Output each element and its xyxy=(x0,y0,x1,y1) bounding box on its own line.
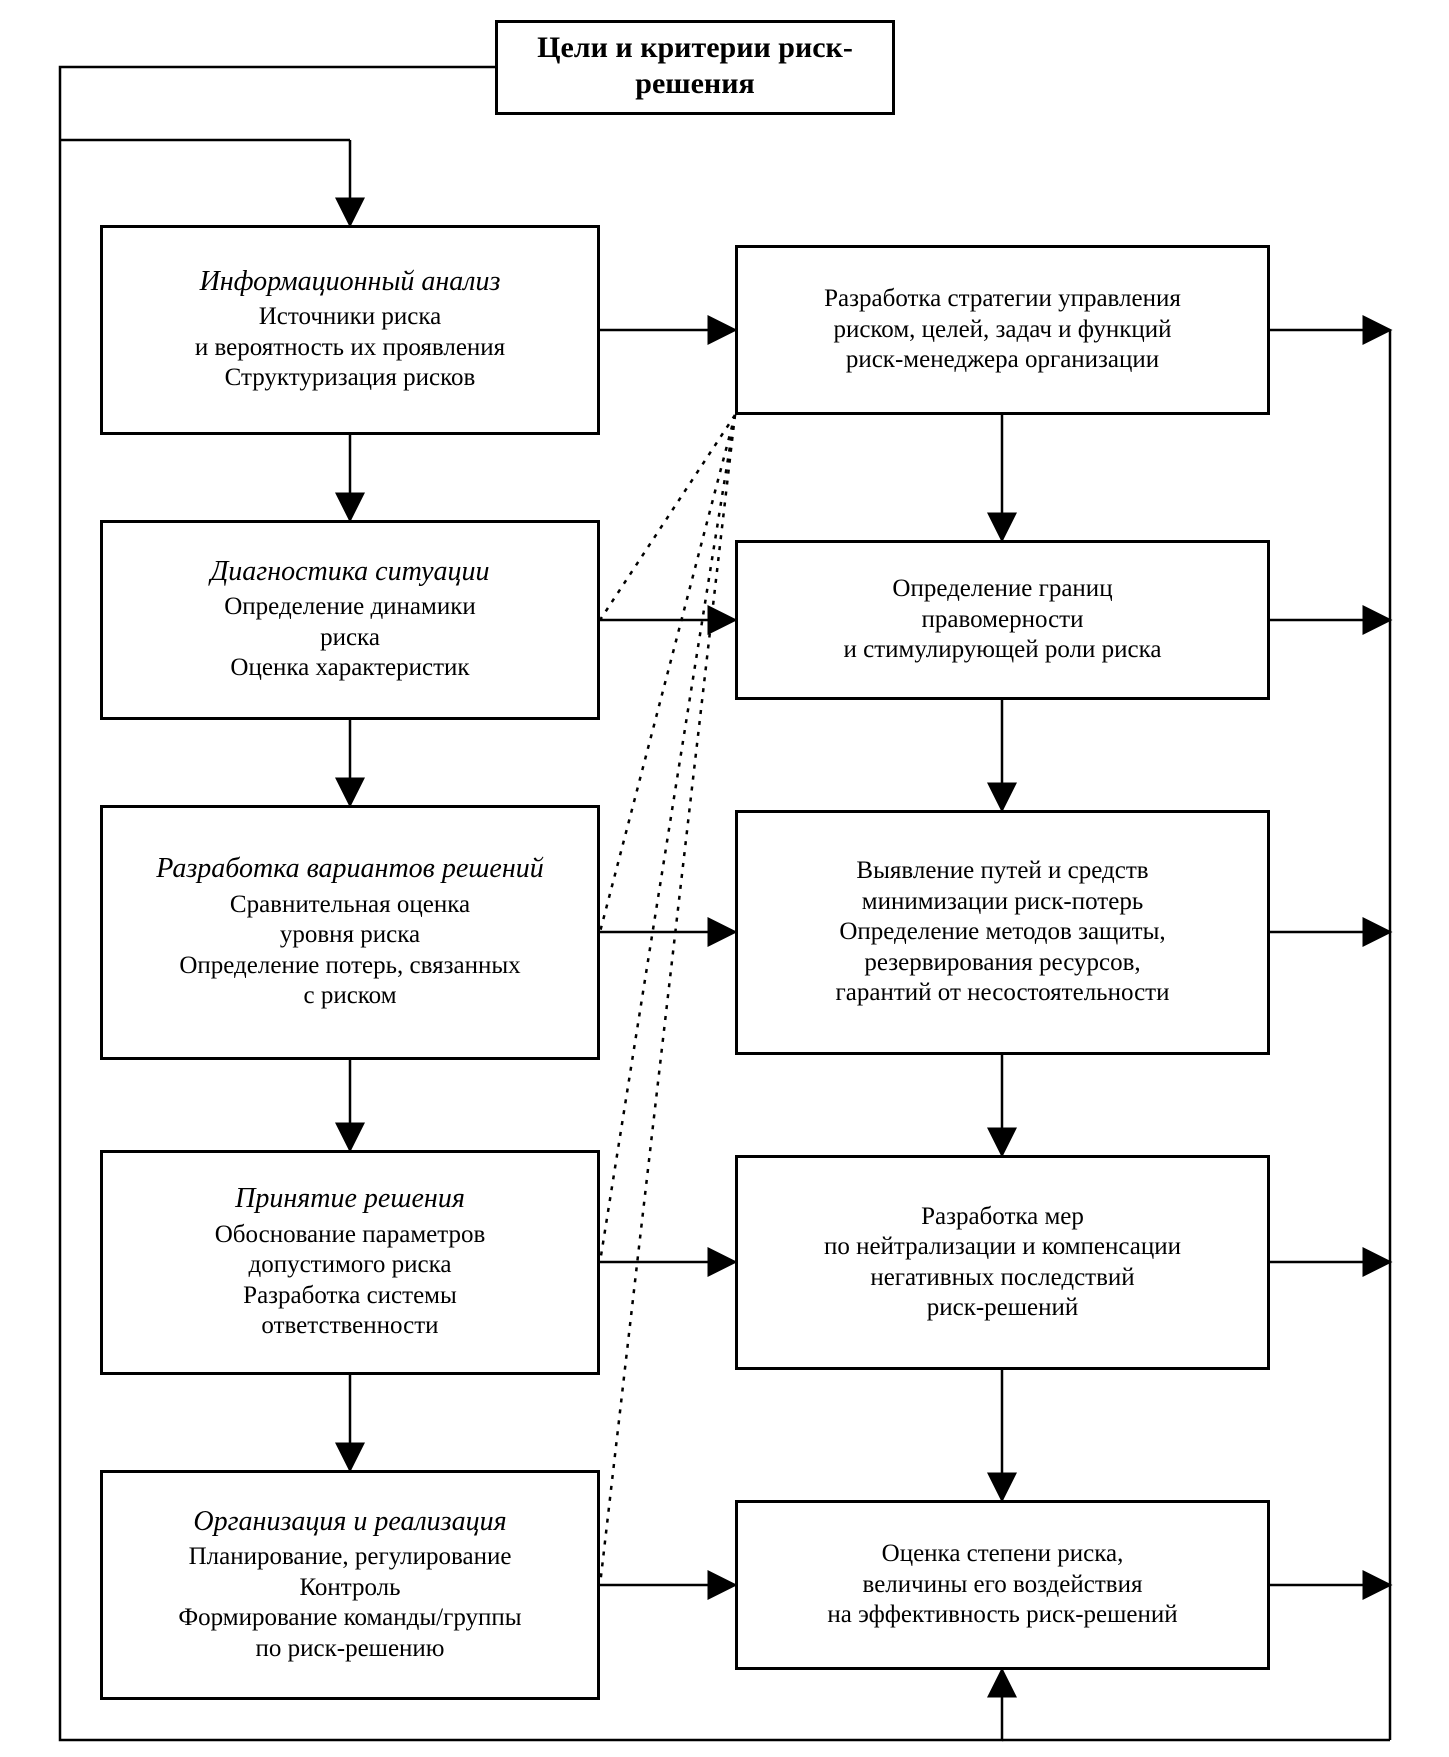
node-body: Определение динамики риска Оценка характ… xyxy=(224,592,476,684)
node-L5: Организация и реализация Планирование, ре… xyxy=(100,1470,600,1700)
node-body: Определение границ правомерности и стиму… xyxy=(843,574,1161,666)
node-body: Разработка мер по нейтрализации и компен… xyxy=(824,1202,1181,1324)
node-R2: Определение границ правомерности и стиму… xyxy=(735,540,1270,700)
node-body: Планирование, регулирование Контроль Фор… xyxy=(178,1542,521,1664)
node-L1: Информационный анализ Источники риска и в… xyxy=(100,225,600,435)
node-body: Источники риска и вероятность их проявле… xyxy=(195,302,505,394)
node-title: Информационный анализ xyxy=(200,266,501,298)
node-body: Выявление путей и средств минимизации ри… xyxy=(836,856,1170,1009)
node-L4: Принятие решения Обоснование параметров д… xyxy=(100,1150,600,1375)
node-R5: Оценка степени риска, величины его возде… xyxy=(735,1500,1270,1670)
node-R4: Разработка мер по нейтрализации и компен… xyxy=(735,1155,1270,1370)
node-title: Диагностика ситуации xyxy=(210,556,489,588)
node-R3: Выявление путей и средств минимизации ри… xyxy=(735,810,1270,1055)
node-top: Цели и критерии риск-решения xyxy=(495,20,895,115)
node-body: Разработка стратегии управления риском, … xyxy=(824,284,1181,376)
node-R1: Разработка стратегии управления риском, … xyxy=(735,245,1270,415)
node-title: Разработка вариантов решений xyxy=(156,853,543,885)
node-body: Сравнительная оценка уровня риска Опреде… xyxy=(179,890,520,1012)
node-body: Оценка степени риска, величины его возде… xyxy=(827,1539,1177,1631)
node-body: Обоснование параметров допустимого риска… xyxy=(215,1220,486,1342)
node-title: Принятие решения xyxy=(235,1183,465,1215)
node-title: Организация и реализация xyxy=(193,1506,506,1538)
node-L3: Разработка вариантов решений Сравнительна… xyxy=(100,805,600,1060)
node-L2: Диагностика ситуации Определение динамики… xyxy=(100,520,600,720)
node-title: Цели и критерии риск-решения xyxy=(514,30,876,102)
